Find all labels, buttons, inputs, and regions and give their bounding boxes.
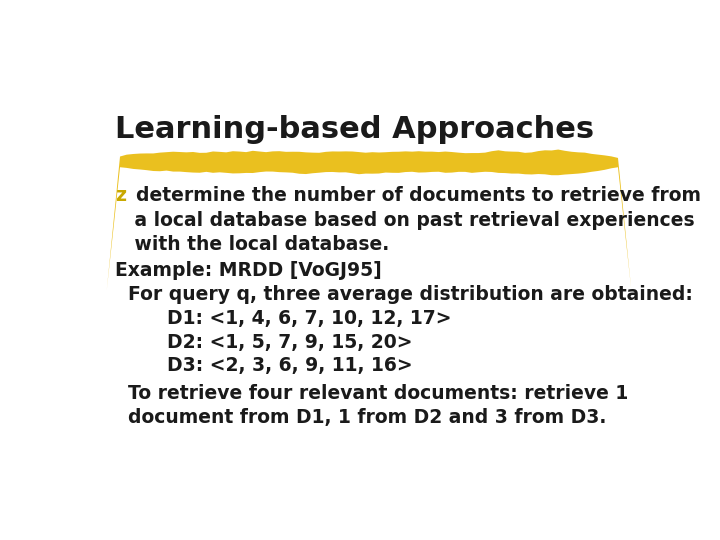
Text: z: z	[115, 186, 126, 205]
Text: For query q, three average distribution are obtained:: For query q, three average distribution …	[115, 285, 693, 304]
Polygon shape	[107, 150, 631, 290]
Text: Example: MRDD [VoGJ95]: Example: MRDD [VoGJ95]	[115, 261, 382, 280]
Text: with the local database.: with the local database.	[115, 235, 390, 254]
Text: determine the number of documents to retrieve from: determine the number of documents to ret…	[136, 186, 701, 205]
Text: D2: <1, 5, 7, 9, 15, 20>: D2: <1, 5, 7, 9, 15, 20>	[115, 333, 413, 352]
Text: To retrieve four relevant documents: retrieve 1: To retrieve four relevant documents: ret…	[115, 384, 629, 403]
Text: a local database based on past retrieval experiences: a local database based on past retrieval…	[115, 211, 695, 230]
Text: D1: <1, 4, 6, 7, 10, 12, 17>: D1: <1, 4, 6, 7, 10, 12, 17>	[115, 309, 451, 328]
Text: D3: <2, 3, 6, 9, 11, 16>: D3: <2, 3, 6, 9, 11, 16>	[115, 356, 413, 375]
Text: document from D1, 1 from D2 and 3 from D3.: document from D1, 1 from D2 and 3 from D…	[115, 408, 606, 427]
Text: Learning-based Approaches: Learning-based Approaches	[115, 114, 594, 144]
